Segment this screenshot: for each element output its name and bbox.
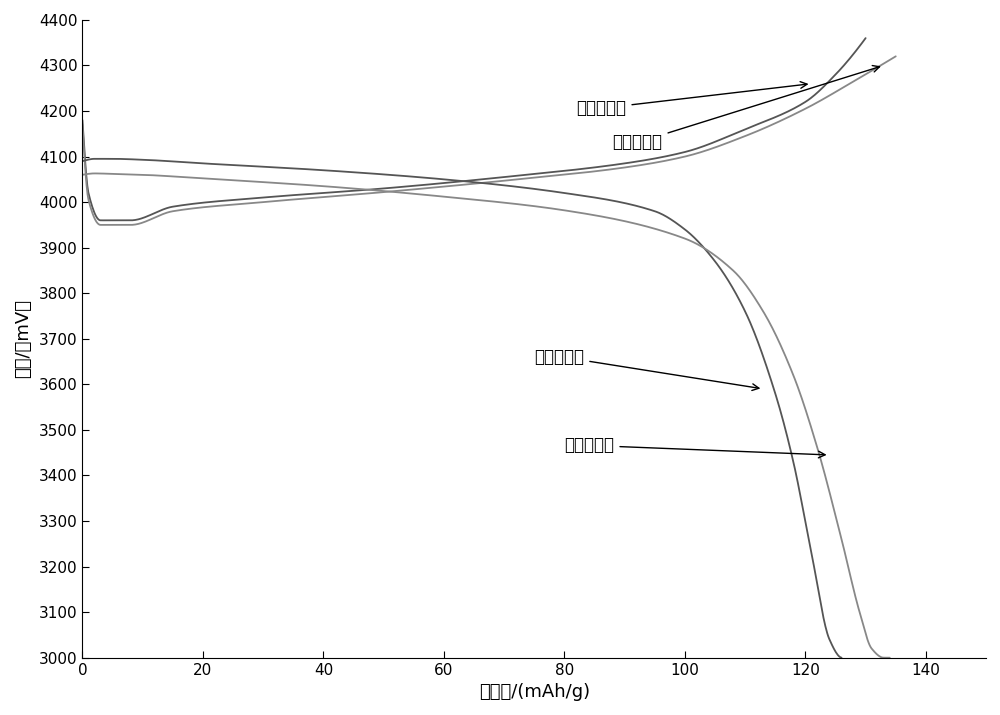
Text: 未掺杂材料: 未掺杂材料: [534, 347, 759, 390]
Y-axis label: 电压/（mV）: 电压/（mV）: [14, 300, 32, 378]
Text: 未掺杂材料: 未掺杂材料: [576, 82, 807, 117]
Text: 本发明材料: 本发明材料: [613, 66, 880, 152]
X-axis label: 比容量/(mAh/g): 比容量/(mAh/g): [479, 683, 590, 701]
Text: 本发明材料: 本发明材料: [564, 436, 825, 458]
